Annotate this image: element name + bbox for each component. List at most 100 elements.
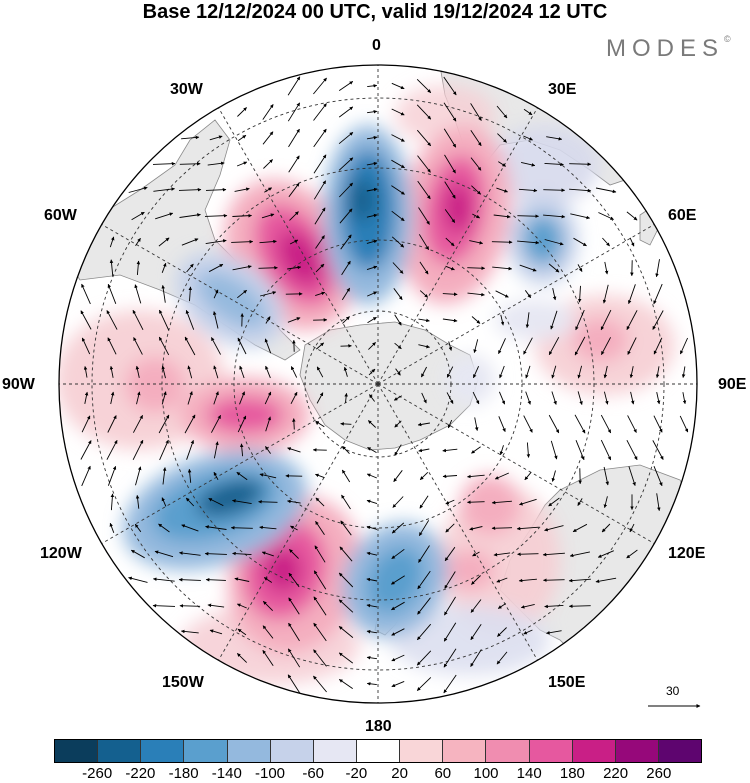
wind-vector xyxy=(444,596,456,616)
wind-vector xyxy=(393,470,403,482)
wind-vector xyxy=(315,291,326,297)
wind-vector xyxy=(681,366,686,378)
wind-vector xyxy=(520,603,535,609)
wind-vector xyxy=(525,365,531,379)
wind-vector xyxy=(135,365,140,378)
wind-vector xyxy=(186,263,194,273)
wind-vector xyxy=(416,650,432,666)
wind-vector xyxy=(187,365,193,379)
colorbar-tick-label: -180 xyxy=(168,765,199,782)
wind-vector xyxy=(287,76,301,96)
wind-vector xyxy=(135,494,140,509)
wind-vector xyxy=(366,161,378,166)
wind-vector xyxy=(628,466,636,486)
wind-vector xyxy=(161,365,166,379)
wind-vector xyxy=(159,439,169,461)
wind-vector xyxy=(136,391,141,405)
wind-vector xyxy=(239,391,245,405)
antarctica-land xyxy=(299,321,479,451)
wind-vector xyxy=(287,648,301,668)
wind-vector xyxy=(445,499,455,505)
wind-vector xyxy=(83,366,88,378)
wind-vector xyxy=(544,239,564,246)
wind-vector xyxy=(418,545,430,563)
wind-vector xyxy=(627,415,637,433)
colorbar-segment xyxy=(98,740,142,762)
wind-vector xyxy=(498,416,506,433)
wind-vector xyxy=(543,188,566,193)
wind-vector xyxy=(653,337,663,355)
wind-vector xyxy=(181,135,200,140)
wind-vector xyxy=(208,263,224,273)
wind-vector xyxy=(417,570,431,590)
wind-vector xyxy=(287,499,301,504)
wind-vector xyxy=(551,391,557,405)
wind-vector xyxy=(577,498,583,506)
wind-vector xyxy=(391,82,405,90)
wind-vector xyxy=(313,154,327,174)
colorbar-segment xyxy=(55,740,99,762)
page-title: Base 12/12/2024 00 UTC, valid 19/12/2024… xyxy=(142,1,608,23)
wind-vector xyxy=(517,240,540,245)
wind-vector xyxy=(236,161,248,167)
wind-vector xyxy=(207,161,225,166)
wind-vector xyxy=(520,161,536,167)
wind-vector xyxy=(315,235,325,249)
colorbar-segment xyxy=(227,740,271,762)
wind-vector xyxy=(261,551,274,557)
wind-vector xyxy=(443,102,457,122)
wind-vector xyxy=(577,285,582,303)
wind-vector xyxy=(213,289,219,299)
wind-vector xyxy=(442,448,458,453)
colorbar-tick-label: -220 xyxy=(125,765,156,782)
wind-vector xyxy=(340,520,352,536)
wind-vector xyxy=(446,366,454,378)
wind-vector xyxy=(653,283,663,305)
wind-vector xyxy=(629,237,635,247)
colorbar-segment xyxy=(313,740,357,762)
wind-vector xyxy=(205,187,227,192)
wind-vector xyxy=(366,551,378,556)
wind-vector xyxy=(443,674,457,694)
wind-vector xyxy=(366,525,378,530)
wind-vector xyxy=(366,135,378,140)
wind-vector xyxy=(679,415,689,433)
wind-vector xyxy=(340,422,352,426)
wind-vector xyxy=(152,603,176,608)
wind-vector xyxy=(131,211,145,221)
wind-vector xyxy=(444,546,456,562)
wind-vector xyxy=(81,337,91,355)
wind-vector xyxy=(416,623,432,641)
wind-vector xyxy=(652,310,664,330)
wind-vector xyxy=(187,468,192,483)
wind-vector xyxy=(392,262,404,274)
wind-vector xyxy=(626,310,638,331)
wind-vector xyxy=(445,523,455,533)
wind-vector xyxy=(418,207,430,225)
wind-vector xyxy=(179,551,201,556)
wind-vector xyxy=(395,368,401,376)
wind-vector xyxy=(262,625,274,639)
wind-vector xyxy=(367,420,377,428)
wind-vector xyxy=(392,496,404,508)
wind-vector xyxy=(569,551,590,558)
wind-vector xyxy=(313,675,327,693)
wind-vector xyxy=(491,526,513,531)
wind-vector xyxy=(445,265,455,271)
wind-vector xyxy=(290,391,298,405)
wind-vector xyxy=(287,317,301,323)
wind-vector xyxy=(158,523,170,533)
wind-vector xyxy=(626,549,638,559)
wind-vector xyxy=(188,286,193,302)
wind-vector xyxy=(569,188,592,193)
wind-vector xyxy=(574,336,586,356)
modes-logo: MODES© xyxy=(606,34,731,63)
wind-vector xyxy=(288,622,300,642)
wind-vector xyxy=(366,577,378,582)
wind-vector xyxy=(341,260,351,276)
wind-vector xyxy=(187,391,193,405)
wind-vector xyxy=(289,549,299,559)
wind-vector xyxy=(339,546,353,562)
wind-vector xyxy=(289,211,299,221)
wind-vector xyxy=(577,264,583,272)
